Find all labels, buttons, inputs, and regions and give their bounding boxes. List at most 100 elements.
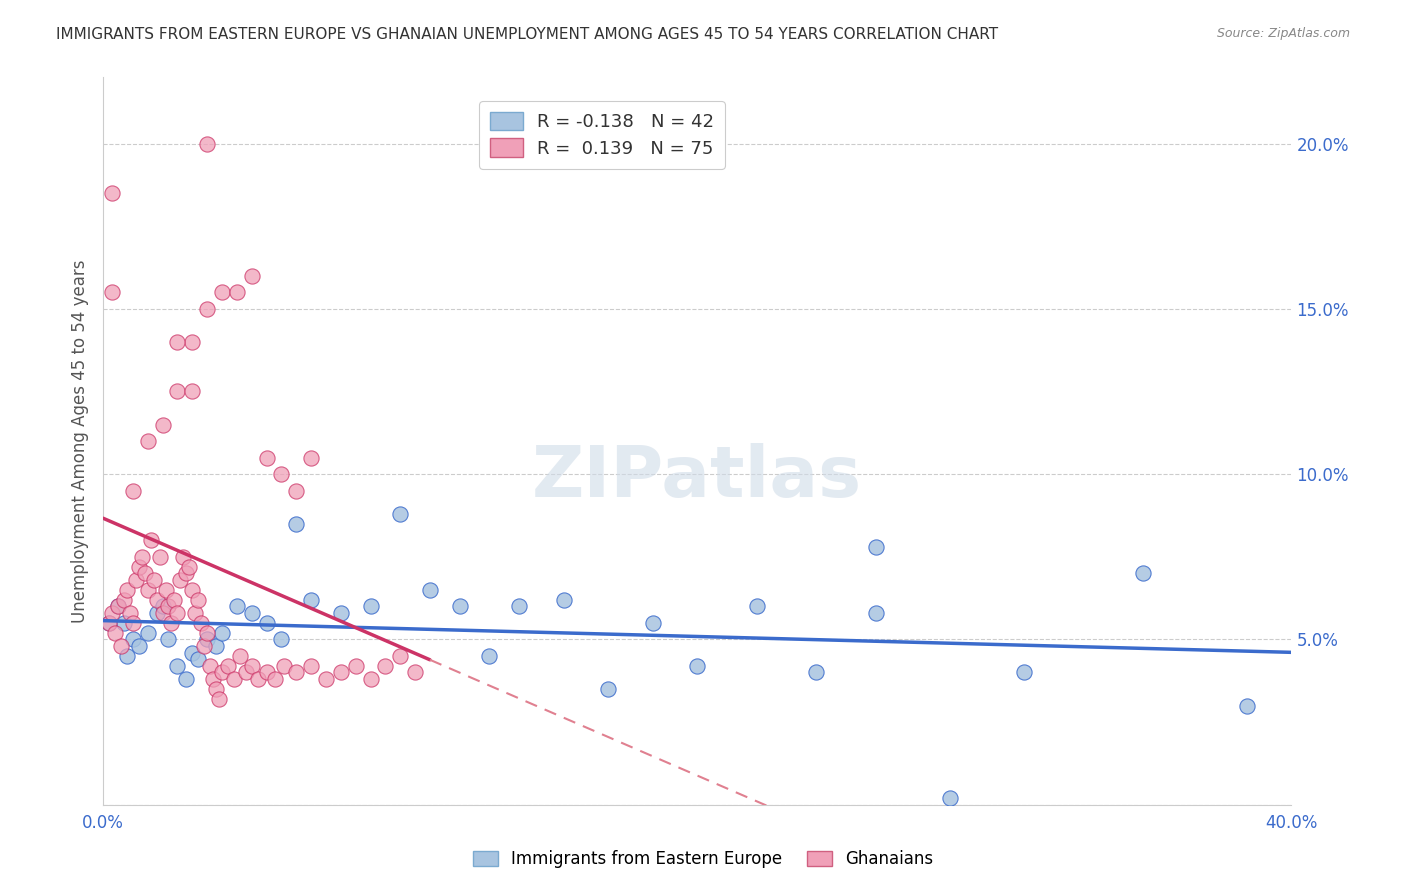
Point: [360, 599, 382, 614]
Point: [225, 285, 247, 300]
Point: [246, 672, 269, 686]
Point: [157, 599, 180, 614]
Point: [136, 625, 159, 640]
Point: [222, 672, 245, 686]
Point: [125, 573, 148, 587]
Point: [155, 582, 177, 597]
Point: [270, 467, 292, 482]
Point: [145, 592, 167, 607]
Point: [101, 285, 124, 300]
Point: [285, 516, 308, 531]
Point: [98, 615, 121, 630]
Point: [1132, 566, 1154, 581]
Point: [404, 665, 426, 680]
Point: [181, 384, 204, 399]
Point: [112, 592, 135, 607]
Point: [128, 639, 150, 653]
Point: [136, 434, 159, 448]
Point: [195, 632, 218, 647]
Point: [98, 615, 121, 630]
Point: [273, 658, 295, 673]
Point: [193, 639, 215, 653]
Point: [131, 549, 153, 564]
Point: [112, 615, 135, 630]
Point: [202, 672, 225, 686]
Point: [360, 672, 382, 686]
Point: [235, 665, 257, 680]
Y-axis label: Unemployment Among Ages 45 to 54 years: Unemployment Among Ages 45 to 54 years: [72, 260, 89, 623]
Point: [136, 582, 159, 597]
Point: [641, 615, 664, 630]
Point: [285, 483, 308, 498]
Point: [195, 136, 218, 151]
Point: [865, 540, 887, 554]
Point: [217, 658, 239, 673]
Point: [553, 592, 575, 607]
Point: [115, 648, 138, 663]
Point: [152, 599, 174, 614]
Point: [240, 268, 263, 283]
Point: [256, 450, 278, 465]
Point: [211, 665, 233, 680]
Point: [145, 606, 167, 620]
Point: [1236, 698, 1258, 713]
Point: [139, 533, 162, 548]
Point: [169, 573, 191, 587]
Point: [299, 658, 322, 673]
Point: [211, 285, 233, 300]
Point: [181, 646, 204, 660]
Point: [389, 507, 412, 521]
Point: [179, 559, 201, 574]
Point: [264, 672, 287, 686]
Point: [142, 573, 165, 587]
Point: [745, 599, 768, 614]
Point: [270, 632, 292, 647]
Text: Source: ZipAtlas.com: Source: ZipAtlas.com: [1216, 27, 1350, 40]
Point: [329, 606, 352, 620]
Point: [389, 648, 412, 663]
Point: [240, 606, 263, 620]
Point: [172, 549, 194, 564]
Point: [134, 566, 156, 581]
Point: [686, 658, 709, 673]
Point: [166, 606, 188, 620]
Point: [195, 625, 218, 640]
Point: [205, 639, 228, 653]
Point: [299, 450, 322, 465]
Point: [195, 301, 218, 316]
Point: [225, 599, 247, 614]
Point: [315, 672, 337, 686]
Legend: Immigrants from Eastern Europe, Ghanaians: Immigrants from Eastern Europe, Ghanaian…: [465, 844, 941, 875]
Point: [176, 672, 198, 686]
Point: [152, 417, 174, 432]
Point: [344, 658, 367, 673]
Point: [121, 483, 143, 498]
Point: [449, 599, 471, 614]
Point: [329, 665, 352, 680]
Point: [865, 606, 887, 620]
Point: [163, 592, 186, 607]
Point: [229, 648, 252, 663]
Point: [256, 615, 278, 630]
Point: [478, 648, 501, 663]
Point: [1012, 665, 1035, 680]
Point: [804, 665, 827, 680]
Point: [118, 606, 141, 620]
Point: [939, 791, 962, 805]
Point: [166, 334, 188, 349]
Point: [160, 615, 183, 630]
Point: [211, 625, 233, 640]
Point: [181, 334, 204, 349]
Point: [157, 632, 180, 647]
Point: [121, 632, 143, 647]
Point: [176, 566, 198, 581]
Point: [101, 606, 124, 620]
Point: [110, 639, 132, 653]
Point: [205, 681, 228, 696]
Point: [198, 658, 221, 673]
Point: [190, 615, 212, 630]
Point: [104, 625, 127, 640]
Point: [181, 582, 204, 597]
Point: [208, 692, 231, 706]
Point: [285, 665, 308, 680]
